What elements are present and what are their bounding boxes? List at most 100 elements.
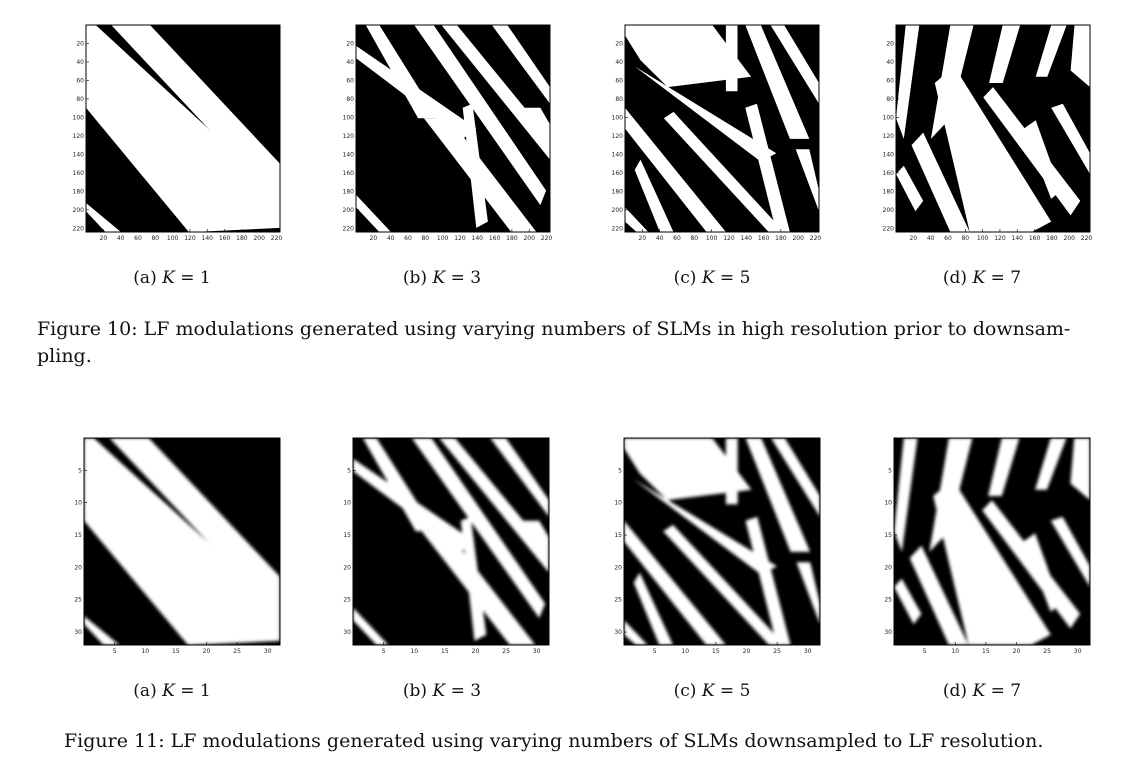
y-tick-label: 220 [883,225,895,232]
fig10-panel-a: 20 20 40 40 60 60 80 80 100 100 120 120 140 140 160 160… [73,24,282,242]
y-tick-label: 10 [884,500,892,507]
y-tick-label: 80 [346,96,354,103]
x-tick-label: 15 [712,648,720,655]
modulation-band-4 [1035,438,1067,490]
x-tick-label: 140 [741,235,753,242]
y-tick-label: 180 [343,188,355,195]
modulation-band-5 [1070,438,1090,501]
fig10-subcaption-a: (a) K = 1 [133,268,211,288]
x-tick-label: 140 [472,235,484,242]
plot-frame [623,437,821,646]
x-tick-label: 80 [421,235,429,242]
x-tick-label: 30 [264,648,272,655]
modulation-band-9 [633,572,673,645]
x-tick-label: 5 [382,648,386,655]
x-tick-label: 20 [743,648,751,655]
y-tick-label: 20 [343,564,351,571]
y-tick-label: 160 [343,170,355,177]
x-tick-label: 5 [923,648,927,655]
y-tick-label: 5 [78,467,82,474]
modulation-band-3 [988,438,1020,496]
y-tick-label: 20 [346,40,354,47]
y-tick-label: 15 [343,532,351,539]
y-tick-label: 30 [343,629,351,636]
y-tick-label: 200 [343,207,355,214]
y-tick-label: 5 [347,467,351,474]
y-tick-label: 25 [884,597,892,604]
y-tick-label: 120 [73,133,85,140]
x-tick-label: 80 [690,235,698,242]
y-tick-label: 140 [883,151,895,158]
modulation-band-7 [909,545,969,645]
modulation-band-11 [896,165,924,212]
x-tick-label: 80 [151,235,159,242]
modulation-band-2 [725,438,738,505]
fig10-panel-d: 20 20 40 40 60 60 80 80 100 100 120 120 140 140 160 160… [883,24,1092,242]
x-tick-label: 60 [944,235,952,242]
x-tick-label: 15 [441,648,449,655]
x-tick-label: 160 [1029,235,1041,242]
fig11-subcaption-d: (d) K = 7 [942,681,1022,701]
plot-area: 5 5 10 10 15 15 20 20 25 25 30 30 [884,437,1091,655]
y-tick-label: 100 [612,114,624,121]
modulation-band-3 [745,25,810,139]
plot-frame [352,437,550,646]
plot-frame [83,437,281,646]
modulation-band-7 [663,111,785,232]
modulation-band-2 [84,438,280,645]
y-tick-label: 120 [612,133,624,140]
y-tick-label: 40 [615,59,623,66]
modulation-band-5 [634,66,777,162]
modulation-band-3 [989,25,1021,83]
y-tick-label: 5 [618,467,622,474]
y-tick-label: 10 [343,500,351,507]
x-tick-label: 10 [141,648,149,655]
modulation-band-2 [725,25,738,92]
y-tick-label: 60 [615,77,623,84]
modulation-band-3 [745,438,811,552]
modulation-band-7 [460,516,487,641]
modulation-band-4 [353,458,475,552]
fig10-caption-line-1: Figure 10: LF modulations generated usin… [37,318,1071,340]
x-tick-label: 20 [100,235,108,242]
modulation-band-2 [411,438,546,619]
fig10-subcaption-b: (b) K = 3 [402,268,482,288]
x-tick-label: 5 [113,648,117,655]
y-tick-label: 25 [614,597,622,604]
y-tick-label: 120 [883,133,895,140]
modulation-band-1 [624,438,752,501]
y-tick-label: 20 [884,564,892,571]
y-tick-label: 20 [76,40,84,47]
x-tick-label: 140 [202,235,214,242]
fig11-subcaption-b: (b) K = 3 [402,681,482,701]
x-tick-label: 100 [977,235,989,242]
y-tick-label: 100 [343,114,355,121]
x-tick-label: 120 [723,235,735,242]
fig10-caption-line-2: pling. [37,345,92,367]
x-tick-label: 220 [810,235,822,242]
y-tick-label: 200 [73,207,85,214]
x-tick-label: 10 [681,648,689,655]
y-tick-label: 140 [73,151,85,158]
y-tick-label: 160 [612,170,624,177]
x-tick-label: 220 [541,235,553,242]
modulation-band-9 [1050,516,1090,587]
x-tick-label: 15 [982,648,990,655]
y-tick-label: 15 [884,532,892,539]
modulation-band-3 [86,203,121,232]
x-tick-label: 180 [1046,235,1058,242]
modulation-band-1 [625,25,752,88]
y-tick-label: 20 [614,564,622,571]
plot-frame [85,24,281,233]
x-tick-label: 160 [219,235,231,242]
fig10-caption: Figure 10: LF modulations generated usin… [37,316,1117,370]
plot-area: 20 20 40 40 60 60 80 80 100 100 120 120 140 140 160 160… [883,24,1092,242]
y-tick-label: 40 [886,59,894,66]
y-tick-label: 20 [74,564,82,571]
x-tick-label: 15 [172,648,180,655]
y-tick-label: 80 [76,96,84,103]
x-tick-label: 20 [203,648,211,655]
y-tick-label: 140 [612,151,624,158]
y-tick-label: 30 [884,629,892,636]
fig11-panel-c: 5 5 10 10 15 15 20 20 25 25 30 30 [614,437,821,655]
